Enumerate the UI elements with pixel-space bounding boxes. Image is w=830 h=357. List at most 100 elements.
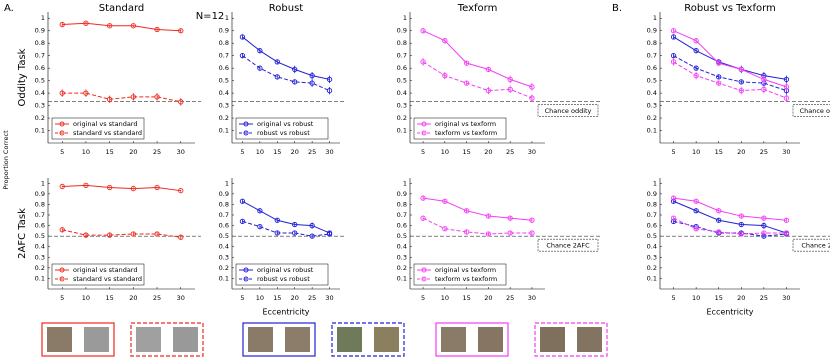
point	[130, 94, 137, 100]
x-tick-label: 10	[441, 294, 449, 302]
point	[716, 229, 722, 235]
y-tick-label: 0.1	[647, 274, 657, 282]
point	[738, 221, 744, 228]
point	[106, 23, 113, 29]
y-tick-label: 0.2	[219, 114, 229, 122]
point	[274, 74, 280, 80]
y-tick-label: 0.4	[397, 89, 407, 97]
point	[239, 218, 246, 224]
point	[738, 79, 744, 85]
x-tick-label: 30	[528, 148, 536, 156]
series-line	[62, 22, 181, 32]
x-tick-label: 5	[421, 294, 425, 302]
point	[738, 213, 744, 219]
y-tick-label: 0.9	[647, 27, 657, 35]
x-tick-label: 20	[737, 148, 745, 156]
x-tick-label: 5	[671, 294, 675, 302]
y-tick-label: 0.5	[219, 232, 229, 240]
series-line	[62, 184, 181, 192]
thumb	[374, 327, 399, 352]
panel-title: Robust vs Texform	[684, 3, 776, 14]
point	[239, 34, 246, 40]
point	[106, 184, 113, 191]
point	[106, 96, 113, 102]
y-tick-label: 0.8	[397, 39, 407, 47]
row-label: Oddity Task	[17, 48, 28, 106]
x-tick-label: 10	[692, 148, 700, 156]
point	[59, 90, 65, 96]
series-line	[62, 229, 181, 238]
point	[309, 72, 315, 79]
y-tick-label: 0.5	[35, 232, 45, 240]
x-tick-label: 15	[106, 148, 114, 156]
point	[130, 231, 137, 237]
point	[154, 94, 160, 100]
series-line	[422, 197, 532, 221]
legend-marker	[59, 276, 65, 282]
series-line	[422, 61, 533, 99]
legend-label: original vs standard	[73, 120, 138, 128]
point	[529, 217, 535, 223]
series-line	[422, 30, 533, 88]
y-tick-label: 0.2	[35, 264, 45, 272]
point	[463, 208, 470, 214]
chance-label: Chance oddity	[545, 107, 592, 115]
y-tick-label: 0.1	[35, 127, 45, 135]
y-tick-label: 0.6	[647, 64, 657, 72]
series-line	[673, 36, 787, 80]
y-tick-label: 0.4	[397, 243, 407, 251]
legend-label: original vs standard	[73, 266, 138, 274]
point	[442, 38, 448, 44]
x-tick-label: 5	[60, 294, 64, 302]
series-line	[242, 55, 330, 92]
thumb	[84, 327, 109, 352]
point	[83, 182, 89, 189]
x-tick-label: 10	[441, 148, 449, 156]
x-tick-label: 20	[484, 148, 492, 156]
legend-marker	[421, 121, 427, 127]
y-tick-label: 1	[403, 179, 407, 187]
y-tick-label: 0.2	[397, 264, 407, 272]
y-tick-label: 0.8	[219, 39, 229, 47]
point	[485, 231, 492, 237]
y-tick-label: 0.9	[397, 27, 407, 35]
y-tick-label: 0.6	[35, 64, 45, 72]
y-tick-label: 0.2	[35, 114, 45, 122]
x-tick-label: 5	[240, 148, 244, 156]
point	[326, 231, 333, 237]
point	[292, 66, 298, 73]
legend-marker	[243, 267, 249, 273]
chance-label: Chance oddity	[800, 107, 830, 115]
point	[783, 217, 790, 223]
point	[130, 23, 137, 29]
x-tick-label: 25	[153, 294, 161, 302]
y-tick-label: 0.6	[397, 222, 407, 230]
y-tick-label: 0.9	[35, 190, 45, 198]
y-tick-label: 0.6	[647, 222, 657, 230]
x-tick-label: 15	[273, 294, 281, 302]
y-tick-label: 0.6	[219, 222, 229, 230]
chance-label: Chance 2AFC	[801, 242, 830, 250]
y-tick-label: 0.3	[397, 253, 407, 261]
thumb-frame	[331, 322, 405, 357]
x-tick-label: 5	[60, 148, 64, 156]
chance-label: Chance 2AFC	[546, 242, 590, 250]
point	[442, 72, 448, 79]
series-line	[673, 200, 787, 234]
thumb-frame	[435, 322, 509, 357]
y-tick-label: 0.5	[647, 232, 657, 240]
thumb	[337, 327, 362, 352]
legend-marker	[59, 121, 65, 127]
point	[420, 195, 426, 201]
x-tick-label: 20	[291, 148, 299, 156]
x-tick-label: 20	[129, 148, 137, 156]
legend-box	[51, 263, 145, 286]
y-tick-label: 0.3	[397, 102, 407, 110]
point	[507, 86, 513, 93]
legend-label: standard vs standard	[73, 129, 142, 137]
point	[326, 76, 333, 83]
point	[59, 227, 65, 233]
legend-box	[235, 117, 329, 140]
point	[738, 231, 744, 237]
point	[761, 86, 767, 93]
